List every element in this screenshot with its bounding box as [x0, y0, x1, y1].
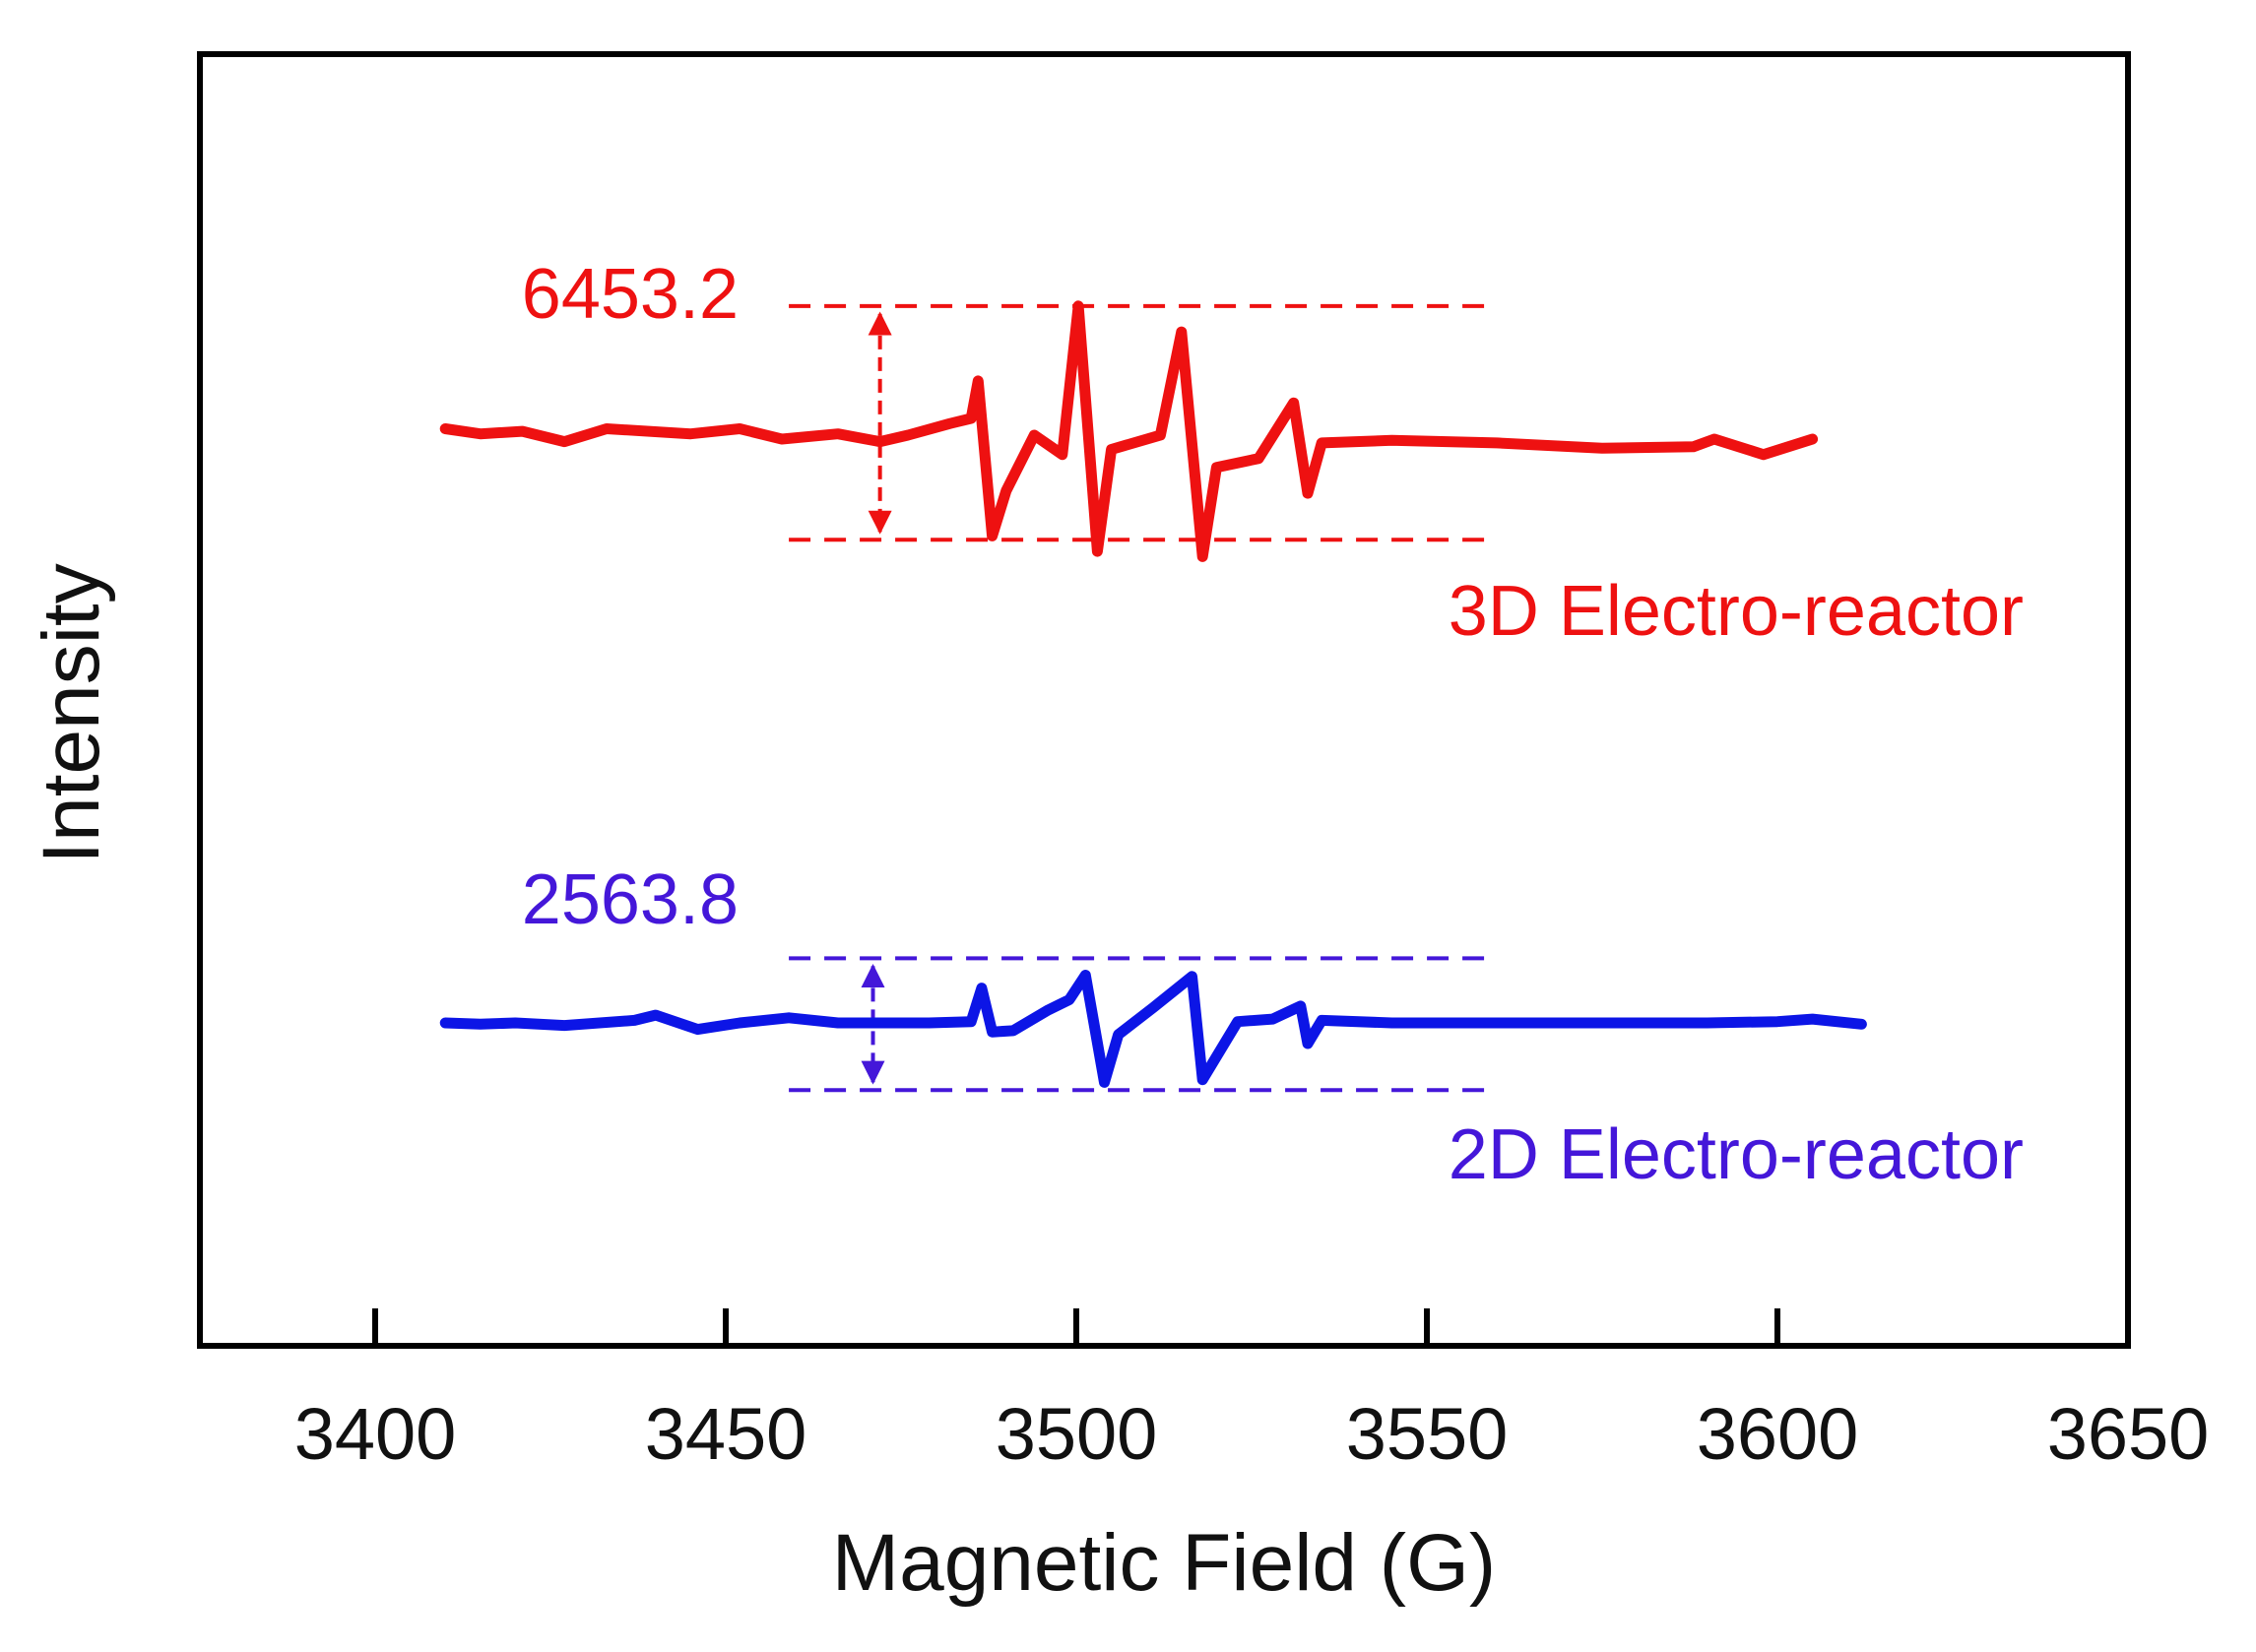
x-tick-label: 3500	[996, 1393, 1158, 1475]
series-layer	[439, 300, 1867, 1088]
y-axis-label: Intensity	[27, 563, 116, 863]
value-label-2d: 2563.8	[522, 860, 739, 939]
value-label-3d: 6453.2	[522, 255, 739, 334]
x-tick-label: 3400	[294, 1393, 457, 1475]
plot-frame	[197, 51, 2131, 1349]
intensity-guides	[789, 303, 1498, 1093]
legend-label-2d: 2D Electro-reactor	[1449, 1115, 2024, 1194]
series-line-3d	[439, 300, 1819, 562]
legend-label-3d: 3D Electro-reactor	[1449, 572, 2024, 651]
x-tick-label: 3650	[2047, 1393, 2210, 1475]
x-tick-label: 3550	[1346, 1393, 1509, 1475]
x-axis-label: Magnetic Field (G)	[832, 1518, 1496, 1608]
x-axis: 3400 3450 3500 3550 3600 3650	[294, 1308, 2210, 1475]
plot-area	[197, 51, 2131, 1349]
x-tick-label: 3600	[1697, 1393, 1859, 1475]
x-tick-label: 3450	[645, 1393, 807, 1475]
series-line-2d	[439, 970, 1867, 1088]
